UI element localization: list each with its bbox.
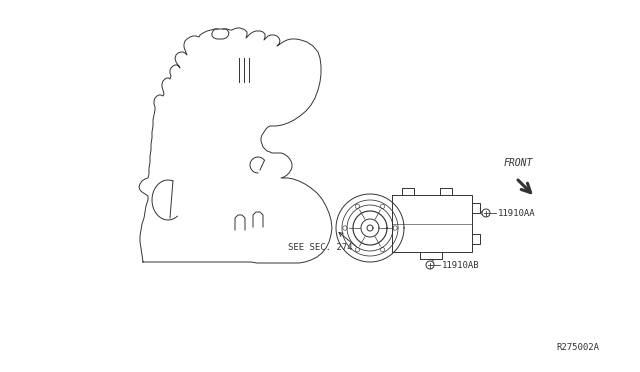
Text: 11910AB: 11910AB — [442, 260, 479, 269]
Text: R275002A: R275002A — [556, 343, 599, 352]
Text: SEE SEC. 274: SEE SEC. 274 — [288, 244, 353, 253]
Text: 11910AA: 11910AA — [498, 208, 536, 218]
Text: FRONT: FRONT — [504, 158, 533, 168]
